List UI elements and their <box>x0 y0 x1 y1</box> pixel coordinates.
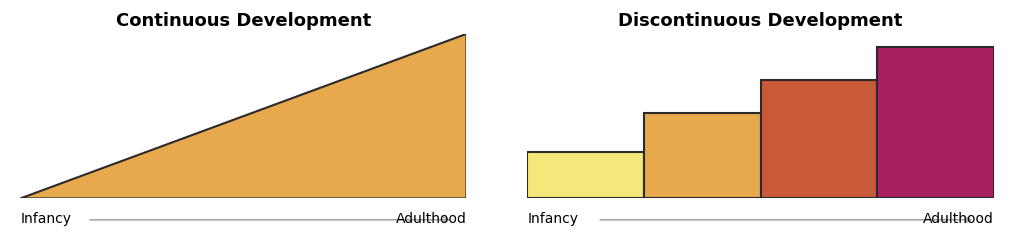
Text: Infancy: Infancy <box>527 212 578 226</box>
Bar <box>877 47 994 198</box>
Title: Continuous Development: Continuous Development <box>116 12 371 30</box>
Bar <box>527 152 644 198</box>
Text: Infancy: Infancy <box>20 212 71 226</box>
Bar <box>760 80 877 198</box>
Text: Adulthood: Adulthood <box>395 212 466 226</box>
Polygon shape <box>20 34 466 198</box>
Bar <box>644 113 760 198</box>
Text: Adulthood: Adulthood <box>923 212 994 226</box>
Title: Discontinuous Development: Discontinuous Development <box>619 12 902 30</box>
